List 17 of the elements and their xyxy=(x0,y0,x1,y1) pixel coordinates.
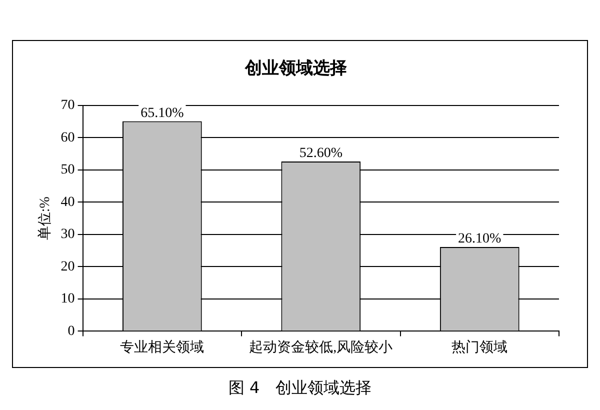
y-tick-label: 70 xyxy=(60,98,75,114)
y-axis-title: 单位:% xyxy=(37,196,54,240)
y-tick-label: 50 xyxy=(60,162,75,178)
y-tick-label: 0 xyxy=(68,324,75,339)
caption: 图 4 创业领域选择 xyxy=(227,378,373,399)
data-label: 65.10% xyxy=(140,106,184,121)
y-tick-label: 30 xyxy=(60,227,75,242)
x-tick-label: 专业相关领域 xyxy=(120,339,204,356)
y-tick-label: 10 xyxy=(60,292,75,307)
data-label: 52.60% xyxy=(299,146,343,162)
y-tick-label: 40 xyxy=(60,194,75,210)
chart-title: 创业领域选择 xyxy=(244,58,347,79)
x-tick-label: 起动资金较低,风险较小 xyxy=(249,339,393,356)
data-label: 26.10% xyxy=(458,232,502,247)
y-tick-label: 20 xyxy=(60,259,75,274)
x-tick-label: 热门领域 xyxy=(452,339,508,356)
y-tick-label: 60 xyxy=(60,130,75,146)
